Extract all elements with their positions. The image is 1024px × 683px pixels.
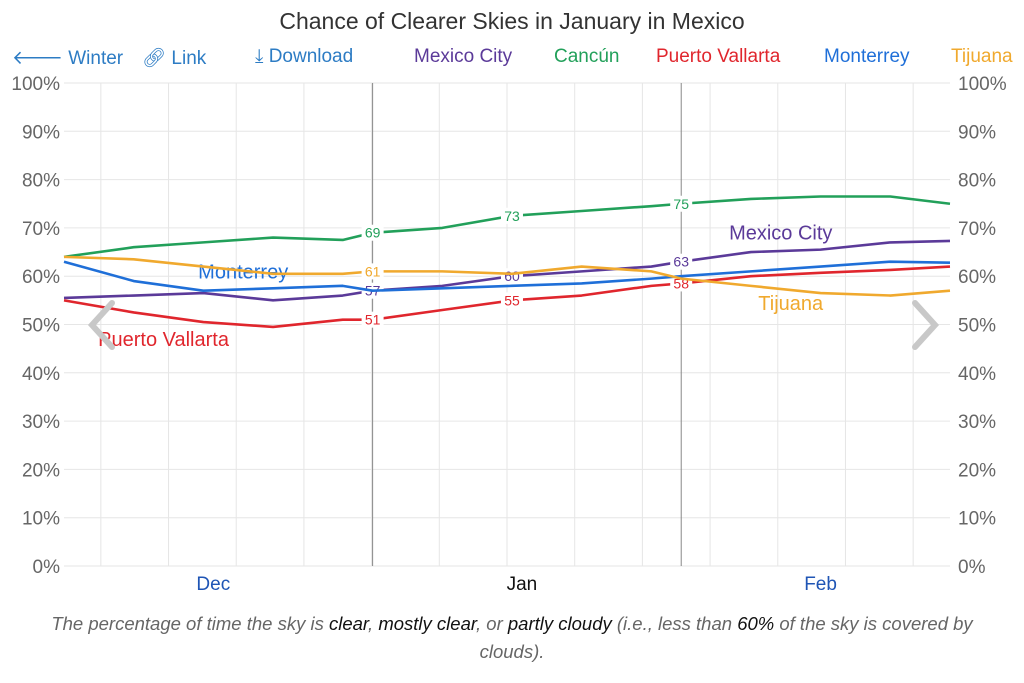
y-tick-right: 0% (958, 557, 986, 578)
data-label-bg (670, 253, 693, 270)
data-label: 75 (673, 196, 689, 212)
chart-caption: The percentage of time the sky is clear,… (51, 613, 973, 662)
arrow-left-icon: 🡐 (12, 48, 69, 69)
y-tick-right: 100% (958, 74, 1007, 95)
y-tick-right: 10% (958, 509, 996, 530)
series-label: Tijuana (758, 293, 824, 315)
data-label-bg (361, 311, 384, 328)
y-tick-left: 80% (22, 171, 60, 192)
y-tick-left: 10% (22, 509, 60, 530)
data-label: 63 (673, 254, 689, 270)
data-label: 55 (504, 292, 520, 308)
link-icon: 🔗︎ (142, 48, 172, 69)
legend-puerto-vallarta[interactable]: Puerto Vallarta (656, 46, 781, 67)
data-label-bg (500, 207, 523, 224)
legend-monterrey[interactable]: Monterrey (824, 46, 910, 67)
download-icon: ⤓ (255, 46, 269, 67)
y-tick-left: 100% (11, 74, 60, 95)
y-tick-left: 40% (22, 364, 60, 385)
series-label: Puerto Vallarta (98, 329, 230, 351)
y-tick-right: 20% (958, 460, 996, 481)
y-tick-right: 50% (958, 316, 996, 337)
chevron-right-icon[interactable] (912, 300, 940, 350)
data-label: 69 (365, 225, 381, 241)
series-label: Mexico City (729, 223, 832, 245)
data-label: 60 (504, 268, 520, 284)
legend-cancun[interactable]: Cancún (554, 46, 620, 67)
data-label: 61 (365, 263, 381, 279)
x-tick-label: Feb (804, 574, 837, 595)
toolbar: 🡐 Winter 🔗︎ Link ⤓ Download Mexico City … (0, 46, 1024, 74)
x-tick-label: Dec (196, 574, 230, 595)
chart-title: Chance of Clearer Skies in January in Me… (279, 8, 745, 34)
data-label-bg (500, 292, 523, 309)
y-tick-right: 80% (958, 171, 996, 192)
series-label: Monterrey (198, 261, 288, 283)
chevron-left-icon[interactable] (87, 300, 115, 350)
y-tick-right: 90% (958, 122, 996, 143)
back-button[interactable]: 🡐 Winter (12, 48, 124, 69)
series-line-tijuana (63, 255, 951, 297)
data-label-bg (361, 263, 384, 280)
legend-mexico-city[interactable]: Mexico City (414, 46, 513, 67)
y-tick-left: 0% (33, 557, 61, 578)
x-tick-label: Jan (507, 574, 538, 595)
y-tick-right: 70% (958, 219, 996, 240)
y-tick-left: 30% (22, 412, 60, 433)
legend-tijuana[interactable]: Tijuana (951, 46, 1013, 67)
y-tick-right: 40% (958, 364, 996, 385)
y-tick-left: 90% (22, 122, 60, 143)
data-label: 73 (504, 208, 520, 224)
y-tick-right: 30% (958, 412, 996, 433)
y-tick-left: 50% (22, 316, 60, 337)
download-button[interactable]: ⤓ Download (255, 46, 354, 67)
data-label-bg (361, 224, 384, 241)
data-label-bg (670, 195, 693, 212)
y-tick-left: 70% (22, 219, 60, 240)
y-tick-left: 60% (22, 267, 60, 288)
y-tick-left: 20% (22, 460, 60, 481)
y-tick-right: 60% (958, 267, 996, 288)
link-button[interactable]: 🔗︎ Link (142, 48, 207, 69)
series-line-monterrey (63, 260, 951, 292)
data-label: 51 (365, 312, 381, 328)
chart: 0% 0% 10% 10% 20% 20% 30% 30% 40% 40% 50% 50% 60% 60%… (11, 74, 1007, 595)
